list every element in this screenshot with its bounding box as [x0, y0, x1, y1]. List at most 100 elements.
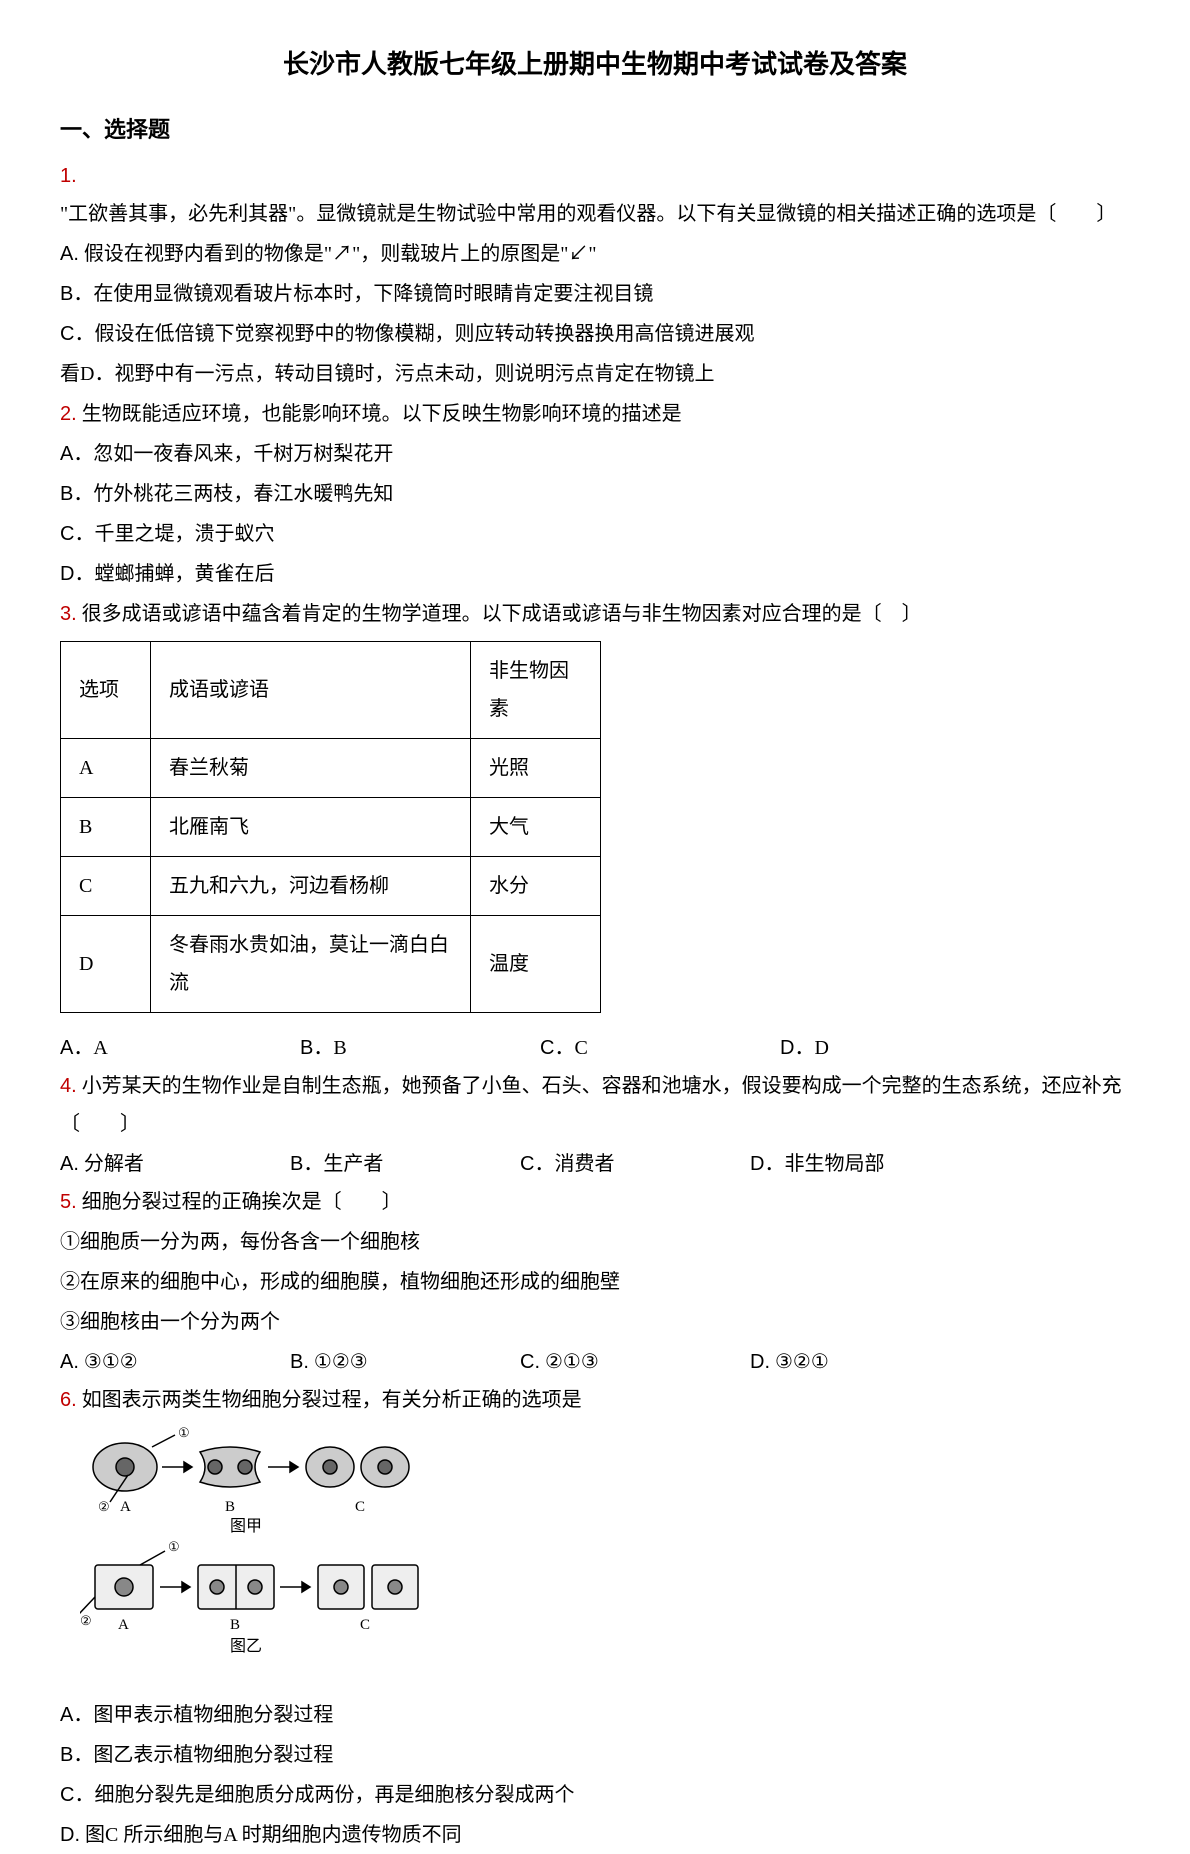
- q2-opt-b: B．竹外桃花三两枝，春江水暖鸭先知: [60, 475, 1130, 513]
- opt-label-c: C．: [520, 1153, 554, 1175]
- q6-opt-c-text: 细胞分裂先是细胞质分成两份，再是细胞核分裂成两个: [94, 1784, 574, 1806]
- opt-label-c: C.: [520, 1351, 540, 1373]
- q2-stem: 2. 生物既能适应环境，也能影响环境。以下反映生物影响环境的描述是: [60, 395, 1130, 433]
- svg-text:①: ①: [178, 1427, 190, 1440]
- th-idiom: 成语或谚语: [151, 642, 471, 739]
- opt-label-b: B．: [300, 1037, 333, 1059]
- cell: 五九和六九，河边看杨柳: [151, 857, 471, 916]
- cell-division-diagram-icon: ① ② A B C 图甲: [80, 1427, 440, 1677]
- cell: 冬春雨水贵如油，莫让一滴白白流: [151, 916, 471, 1013]
- q3-opt-d-text: D: [814, 1037, 828, 1059]
- fig-label-a1: A: [120, 1499, 131, 1515]
- q5-opt-d: D. ③②①: [750, 1343, 980, 1381]
- q3-stem-text: 很多成语或谚语中蕴含着肯定的生物学道理。以下成语或谚语与非生物因素对应合理的是〔…: [82, 603, 922, 625]
- q3-table: 选项 成语或谚语 非生物因素 A 春兰秋菊 光照 B 北雁南飞 大气 C 五九和…: [60, 641, 601, 1013]
- q3-opt-b-text: B: [333, 1037, 346, 1059]
- svg-text:②: ②: [80, 1613, 92, 1628]
- page-title: 长沙市人教版七年级上册期中生物期中考试试卷及答案: [60, 40, 1130, 89]
- table-header-row: 选项 成语或谚语 非生物因素: [61, 642, 601, 739]
- q6-opt-d: D. 图C 所示细胞与A 时期细胞内遗传物质不同: [60, 1816, 1130, 1854]
- q4-opt-a: A. 分解者: [60, 1145, 290, 1183]
- svg-text:②: ②: [98, 1499, 110, 1514]
- q4-opt-b-text: 生产者: [323, 1153, 383, 1175]
- q5-line3: ③细胞核由一个分为两个: [60, 1303, 1130, 1341]
- opt-label-c: C．: [60, 1784, 94, 1806]
- q4-opt-a-text: 分解者: [84, 1153, 144, 1175]
- q2-number: 2.: [60, 403, 77, 425]
- q6-opt-d-text: 图C 所示细胞与A 时期细胞内遗传物质不同: [85, 1824, 462, 1846]
- q2-opt-d: D．螳螂捕蝉，黄雀在后: [60, 555, 1130, 593]
- fig-caption-top: 图甲: [230, 1518, 262, 1535]
- q6-opt-b-text: 图乙表示植物细胞分裂过程: [93, 1744, 333, 1766]
- opt-label-b: B．: [60, 1744, 93, 1766]
- fig-label-b1: B: [225, 1499, 235, 1515]
- q4-number: 4.: [60, 1075, 77, 1097]
- opt-label-d: D．: [60, 563, 94, 585]
- q2-opt-c: C．千里之堤，溃于蚁穴: [60, 515, 1130, 553]
- opt-label-c: C．: [60, 323, 94, 345]
- cell: 温度: [471, 916, 601, 1013]
- q6-opt-c: C．细胞分裂先是细胞质分成两份，再是细胞核分裂成两个: [60, 1776, 1130, 1814]
- table-row: B 北雁南飞 大气: [61, 798, 601, 857]
- q5-line1: ①细胞质一分为两，每份各含一个细胞核: [60, 1223, 1130, 1261]
- fig-label-a2: A: [118, 1617, 129, 1633]
- q1-opt-cd-text: 看D．视野中有一污点，转动目镜时，污点未动，则说明污点肯定在物镜上: [60, 363, 714, 385]
- q2-opt-a-text: 忽如一夜春风来，千树万树梨花开: [93, 443, 393, 465]
- cell: 大气: [471, 798, 601, 857]
- fig-label-b2: B: [230, 1617, 240, 1633]
- q4-opt-d: D．非生物局部: [750, 1145, 980, 1183]
- fig-caption-bottom: 图乙: [230, 1638, 262, 1655]
- q1-opt-c: C．假设在低倍镜下觉察视野中的物像模糊，则应转动转换器换用高倍镜进展观: [60, 315, 1130, 353]
- q6-opt-a-text: 图甲表示植物细胞分裂过程: [93, 1704, 333, 1726]
- q3-options: A．A B．B C．C D．D: [60, 1029, 1130, 1067]
- th-factor: 非生物因素: [471, 642, 601, 739]
- q1-opt-b-text: 在使用显微镜观看玻片标本时，下降镜筒时眼睛肯定要注视目镜: [93, 283, 653, 305]
- fig-label-c2: C: [360, 1617, 370, 1633]
- q3-opt-d: D．D: [780, 1029, 1020, 1067]
- fig-label-c1: C: [355, 1499, 365, 1515]
- q4-opt-c-text: 消费者: [554, 1153, 614, 1175]
- q2-opt-b-text: 竹外桃花三两枝，春江水暖鸭先知: [93, 483, 393, 505]
- q3-number: 3.: [60, 603, 77, 625]
- q5-opt-c: C. ②①③: [520, 1343, 750, 1381]
- cell: 水分: [471, 857, 601, 916]
- q5-stem: 5. 细胞分裂过程的正确挨次是〔 〕: [60, 1183, 1130, 1221]
- q3-opt-b: B．B: [300, 1029, 540, 1067]
- opt-label-a: A．: [60, 443, 93, 465]
- q6-figure: ① ② A B C 图甲: [80, 1427, 440, 1690]
- table-row: D 冬春雨水贵如油，莫让一滴白白流 温度: [61, 916, 601, 1013]
- q2-opt-c-text: 千里之堤，溃于蚁穴: [94, 523, 274, 545]
- opt-label-b: B.: [290, 1351, 309, 1373]
- q6-number: 6.: [60, 1389, 77, 1411]
- opt-label-b: B．: [290, 1153, 323, 1175]
- q5-opt-a: A. ③①②: [60, 1343, 290, 1381]
- q4-options: A. 分解者 B．生产者 C．消费者 D．非生物局部: [60, 1145, 1130, 1183]
- q2-opt-a: A．忽如一夜春风来，千树万树梨花开: [60, 435, 1130, 473]
- opt-label-a: A.: [60, 1351, 79, 1373]
- opt-label-c: C．: [540, 1037, 574, 1059]
- section-header: 一、选择题: [60, 109, 1130, 151]
- opt-label-a: A．: [60, 1037, 93, 1059]
- q5-opt-d-text: ③②①: [775, 1351, 829, 1373]
- opt-label-b: B．: [60, 283, 93, 305]
- q1-number: 1.: [60, 165, 77, 187]
- cell: 春兰秋菊: [151, 739, 471, 798]
- opt-label-d: D．: [780, 1037, 814, 1059]
- q1-opt-a: A. 假设在视野内看到的物像是"↗"，则载玻片上的原图是"↙": [60, 235, 1130, 273]
- opt-label-d: D．: [750, 1153, 784, 1175]
- cell: C: [61, 857, 151, 916]
- opt-label-a: A．: [60, 1704, 93, 1726]
- q1-stem: 1. "工欲善其事，必先利其器"。显微镜就是生物试验中常用的观看仪器。以下有关显…: [60, 157, 1130, 233]
- q3-opt-a-text: A: [93, 1037, 107, 1059]
- th-option: 选项: [61, 642, 151, 739]
- q3-opt-a: A．A: [60, 1029, 300, 1067]
- cell: B: [61, 798, 151, 857]
- q5-opt-b-text: ①②③: [314, 1351, 368, 1373]
- table-row: A 春兰秋菊 光照: [61, 739, 601, 798]
- q3-opt-c: C．C: [540, 1029, 780, 1067]
- svg-text:①: ①: [168, 1539, 180, 1554]
- q5-stem-text: 细胞分裂过程的正确挨次是〔 〕: [82, 1191, 402, 1213]
- q1-opt-cd: 看D．视野中有一污点，转动目镜时，污点未动，则说明污点肯定在物镜上: [60, 355, 1130, 393]
- q6-opt-a: A．图甲表示植物细胞分裂过程: [60, 1696, 1130, 1734]
- q3-opt-c-text: C: [574, 1037, 587, 1059]
